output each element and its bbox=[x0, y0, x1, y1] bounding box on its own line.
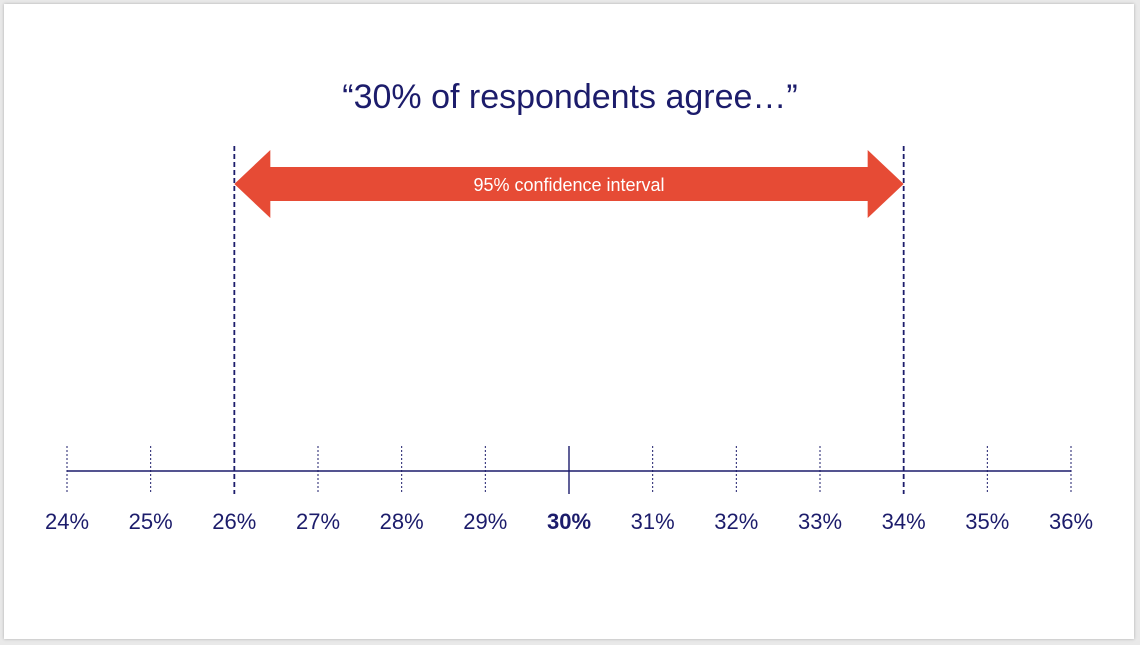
tick-label: 26% bbox=[212, 509, 256, 534]
tick-label: 27% bbox=[296, 509, 340, 534]
tick-label: 25% bbox=[129, 509, 173, 534]
tick-label: 24% bbox=[45, 509, 89, 534]
slide-card bbox=[4, 4, 1134, 639]
tick-label: 33% bbox=[798, 509, 842, 534]
confidence-interval-arrow: 95% confidence interval bbox=[234, 150, 904, 218]
tick-label: 32% bbox=[714, 509, 758, 534]
arrow-label: 95% confidence interval bbox=[473, 175, 664, 195]
tick-label: 35% bbox=[965, 509, 1009, 534]
title: “30% of respondents agree…” bbox=[342, 78, 798, 116]
tick-label: 28% bbox=[380, 509, 424, 534]
double-arrow-shape bbox=[234, 150, 904, 218]
tick-label: 36% bbox=[1049, 509, 1093, 534]
tick-label: 29% bbox=[463, 509, 507, 534]
tick-label: 30% bbox=[547, 509, 591, 534]
tick-label: 34% bbox=[882, 509, 926, 534]
tick-label: 31% bbox=[631, 509, 675, 534]
axis: 24% 25% 26% 27% 28% 29% 30% 31% 32% 33% 34% 35% 36% bbox=[45, 146, 1093, 534]
